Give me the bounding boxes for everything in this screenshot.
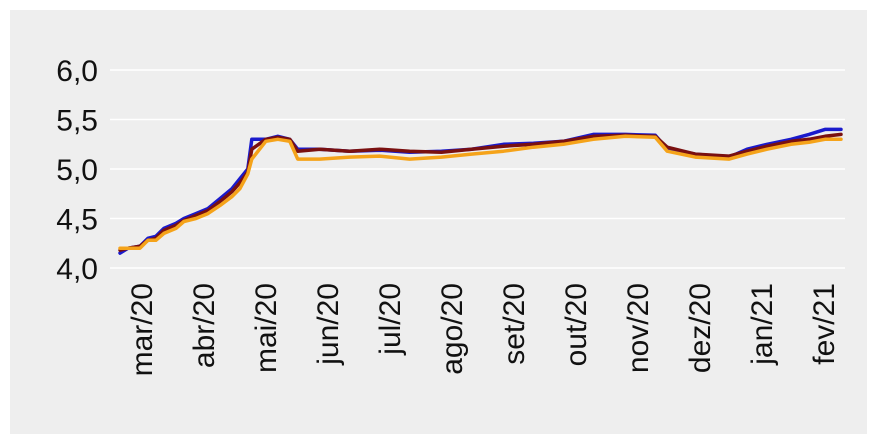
x-tick-label: set/20 (498, 283, 531, 365)
x-tick-label: jul/20 (374, 283, 407, 356)
x-tick-label: dez/20 (684, 283, 717, 373)
y-tick-label: 6,0 (56, 55, 98, 88)
y-axis-tick-labels: 4,0 4,5 5,0 5,5 6,0 (56, 55, 98, 286)
y-tick-label: 4,0 (56, 253, 98, 286)
x-tick-label: fev/21 (808, 283, 841, 365)
series-lines (118, 127, 843, 255)
x-tick-label: out/20 (560, 283, 593, 366)
x-tick-label: jun/20 (312, 283, 345, 366)
x-tick-label: ago/20 (436, 283, 469, 375)
x-axis-tick-labels: mar/20 abr/20 mai/20 jun/20 jul/20 ago/20 set/… (126, 283, 841, 376)
x-tick-label: jan/21 (746, 283, 779, 366)
x-tick-label: mai/20 (250, 283, 283, 373)
y-tick-label: 5,5 (56, 105, 98, 138)
series-line-3 (118, 134, 843, 250)
y-tick-label: 4,5 (56, 204, 98, 237)
x-tick-label: abr/20 (188, 283, 221, 368)
y-tick-label: 5,0 (56, 154, 98, 187)
gridlines (110, 69, 845, 269)
x-tick-label: nov/20 (622, 283, 655, 373)
x-tick-label: mar/20 (126, 283, 159, 376)
chart-panel (10, 10, 867, 434)
